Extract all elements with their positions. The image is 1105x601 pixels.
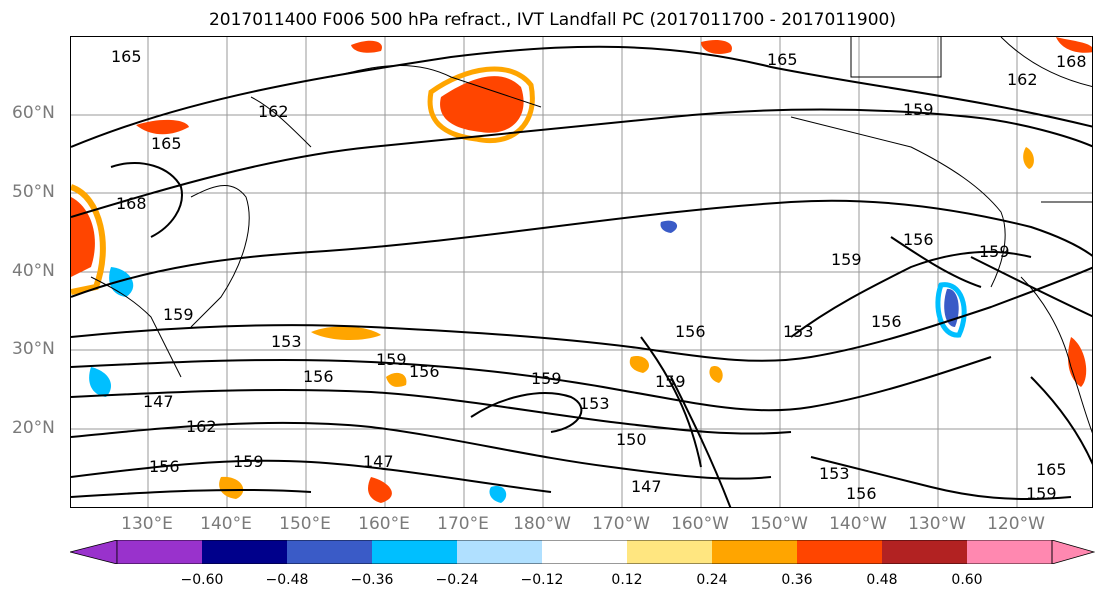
contour-label: 162 <box>1007 70 1038 89</box>
contour-label: 156 <box>149 457 180 476</box>
colorbar-segment <box>287 540 372 564</box>
lon-label: 160°E <box>358 514 410 534</box>
colorbar-segment <box>882 540 967 564</box>
height-contours <box>71 45 1092 507</box>
colorbar-tick-label: 0.48 <box>866 572 898 588</box>
contour-label: 168 <box>1056 52 1087 71</box>
contour-label: 156 <box>871 312 902 331</box>
colorbar-segment <box>202 540 287 564</box>
colorbar-tick-label: 0.36 <box>781 572 813 588</box>
lon-label: 140°W <box>829 514 887 534</box>
contour-label: 159 <box>376 350 407 369</box>
lon-label: 130°E <box>121 514 173 534</box>
contour-label: 153 <box>819 464 850 483</box>
contour-label: 159 <box>979 242 1010 261</box>
colorbar-segment <box>70 540 118 564</box>
colorbar-segment <box>542 540 627 564</box>
contour-label: 159 <box>163 305 194 324</box>
colorbar-segment <box>967 540 1052 564</box>
contour-label: 162 <box>186 417 217 436</box>
colorbar-segment <box>372 540 457 564</box>
refractivity-shading <box>71 37 1092 503</box>
colorbar-segment <box>627 540 712 564</box>
lat-label: 60°N <box>12 103 55 123</box>
lat-label: 30°N <box>12 339 55 359</box>
colorbar-tick-label: −0.60 <box>180 572 224 588</box>
lat-label: 50°N <box>12 182 55 202</box>
contour-label: 156 <box>903 230 934 249</box>
lon-label: 140°E <box>200 514 252 534</box>
lon-label: 150°E <box>279 514 331 534</box>
lat-label: 20°N <box>12 418 55 438</box>
contour-label: 147 <box>631 477 662 496</box>
contour-label: 159 <box>655 372 686 391</box>
lat-label: 40°N <box>12 261 55 281</box>
contour-label: 159 <box>233 452 264 471</box>
contour-label: 165 <box>111 47 142 66</box>
colorbar-segment <box>712 540 797 564</box>
lon-label: 130°W <box>908 514 966 534</box>
plot-title: 2017011400 F006 500 hPa refract., IVT La… <box>208 10 896 30</box>
contour-label: 156 <box>846 484 877 503</box>
lon-label: 180°W <box>513 514 571 534</box>
map-svg: 165 162 165 168 159 153 156 159 147 162 … <box>71 37 1092 507</box>
colorbar-tick-label: 0.24 <box>696 572 728 588</box>
colorbar-tick-label: −0.12 <box>520 572 564 588</box>
colorbar-segment <box>797 540 882 564</box>
contour-label: 165 <box>151 134 182 153</box>
contour-label: 159 <box>903 100 934 119</box>
map-panel: 165 162 165 168 159 153 156 159 147 162 … <box>70 36 1093 508</box>
contour-label: 159 <box>831 250 862 269</box>
contour-label: 168 <box>116 194 147 213</box>
colorbar <box>70 540 1095 564</box>
contour-label: 156 <box>675 322 706 341</box>
colorbar-segment <box>1051 540 1095 564</box>
contour-label: 153 <box>579 394 610 413</box>
contour-label: 153 <box>271 332 302 351</box>
lon-label: 170°E <box>437 514 489 534</box>
contour-label: 156 <box>409 362 440 381</box>
contour-label: 156 <box>303 367 334 386</box>
colorbar-segment <box>457 540 542 564</box>
graticule <box>71 37 1092 507</box>
colorbar-tick-label: −0.36 <box>350 572 394 588</box>
contour-label: 165 <box>1036 460 1067 479</box>
colorbar-tick-label: 0.12 <box>611 572 643 588</box>
contour-label: 147 <box>363 452 394 471</box>
colorbar-tick-label: −0.48 <box>265 572 309 588</box>
colorbar-tick-label: −0.24 <box>435 572 479 588</box>
colorbar-segment <box>117 540 202 564</box>
contour-label: 153 <box>783 322 814 341</box>
lon-label: 170°W <box>592 514 650 534</box>
lon-label: 120°W <box>987 514 1045 534</box>
contour-label-group: 165 162 165 168 159 153 156 159 147 162 … <box>111 47 1087 503</box>
contour-label: 165 <box>767 50 798 69</box>
contour-label: 159 <box>1026 484 1057 503</box>
contour-label: 147 <box>143 392 174 411</box>
colorbar-tick-label: 0.60 <box>951 572 983 588</box>
lon-label: 160°W <box>671 514 729 534</box>
coastlines <box>90 37 1092 434</box>
lon-label: 150°W <box>750 514 808 534</box>
contour-label: 159 <box>531 369 562 388</box>
contour-label: 162 <box>258 102 289 121</box>
contour-label: 150 <box>616 430 647 449</box>
